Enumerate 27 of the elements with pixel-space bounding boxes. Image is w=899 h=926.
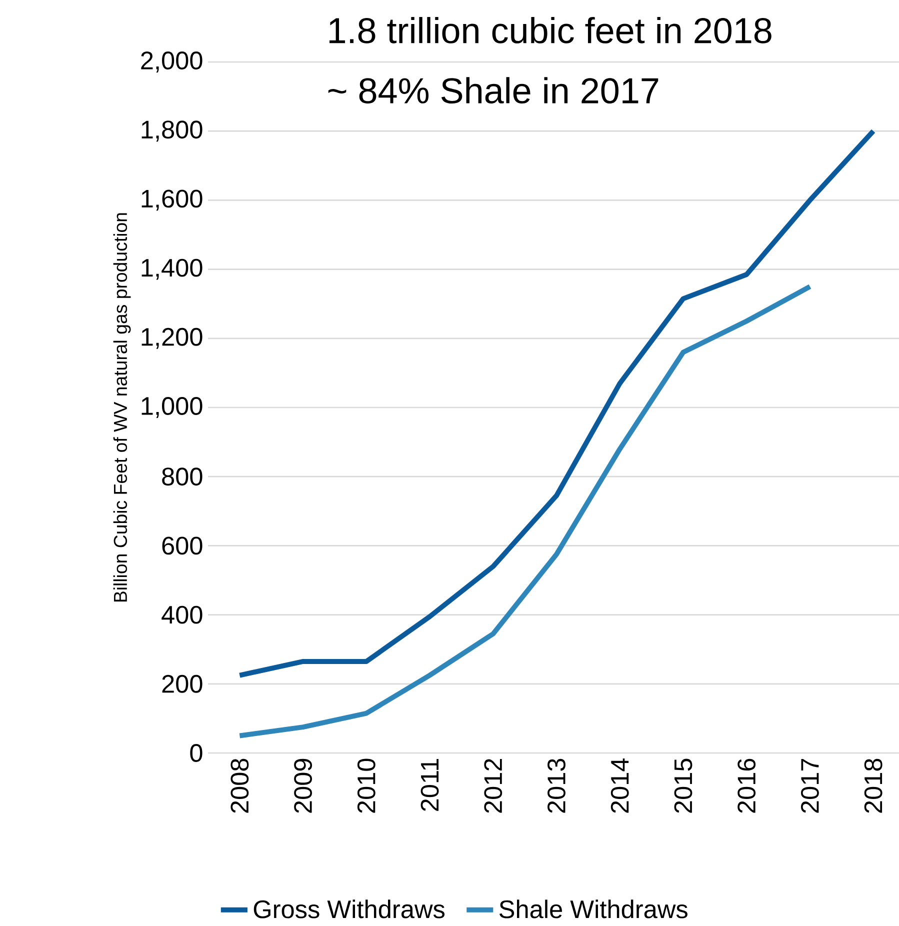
y-tick-label: 1,600 (142, 190, 202, 211)
x-tick-label: 2010 (357, 758, 376, 813)
x-tick-label: 2008 (230, 758, 249, 813)
legend-label: Shale Withdraws (499, 900, 688, 918)
y-tick-label: 800 (162, 468, 202, 486)
y-tick-label: 200 (162, 674, 202, 693)
y-tick-label: 600 (162, 536, 202, 555)
text: 1.8 trillion cubic feet in 2018 (329, 16, 772, 44)
x-tick-label: 2018 (864, 758, 882, 813)
x-tick-label: 2015 (674, 758, 692, 813)
y-tick-label: 400 (162, 606, 202, 624)
y-tick-label: 1,800 (142, 120, 202, 142)
y-tick-label: 1,200 (142, 328, 202, 349)
x-tick-label: 2009 (294, 758, 312, 813)
y-axis-title: Billion Cubic Feet of WV natural gas production (113, 213, 131, 602)
x-tick-label: 2014 (610, 758, 629, 813)
annotation: ~ 84% Shale in 2017 (328, 77, 658, 104)
x-tick-label: 2011 (420, 758, 439, 811)
x-tick-label: 2013 (548, 758, 566, 813)
y-tick-label: 0 (190, 744, 202, 762)
x-tick-label: 2012 (484, 758, 502, 813)
legend-label: Gross Withdraws (254, 900, 445, 918)
x-tick-label: 2016 (738, 758, 756, 813)
x-tick-label: 2017 (800, 758, 819, 813)
y-tick-label: 1,400 (142, 258, 202, 280)
y-tick-label: 2,000 (141, 52, 202, 72)
y-tick-label: 1,000 (142, 397, 202, 418)
